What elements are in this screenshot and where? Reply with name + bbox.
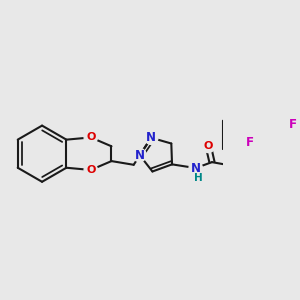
- Circle shape: [84, 131, 98, 144]
- Text: F: F: [246, 136, 254, 149]
- Text: N: N: [135, 148, 145, 162]
- Text: H: H: [194, 173, 202, 183]
- Text: N: N: [191, 162, 201, 175]
- Circle shape: [189, 161, 202, 175]
- Text: O: O: [86, 132, 95, 142]
- Circle shape: [286, 118, 299, 131]
- Circle shape: [243, 136, 256, 149]
- Circle shape: [84, 163, 98, 177]
- Circle shape: [145, 131, 158, 144]
- Circle shape: [202, 139, 215, 152]
- Text: O: O: [204, 141, 213, 151]
- Circle shape: [133, 148, 146, 162]
- Text: F: F: [289, 118, 296, 131]
- Text: O: O: [86, 165, 95, 175]
- Text: N: N: [146, 131, 156, 144]
